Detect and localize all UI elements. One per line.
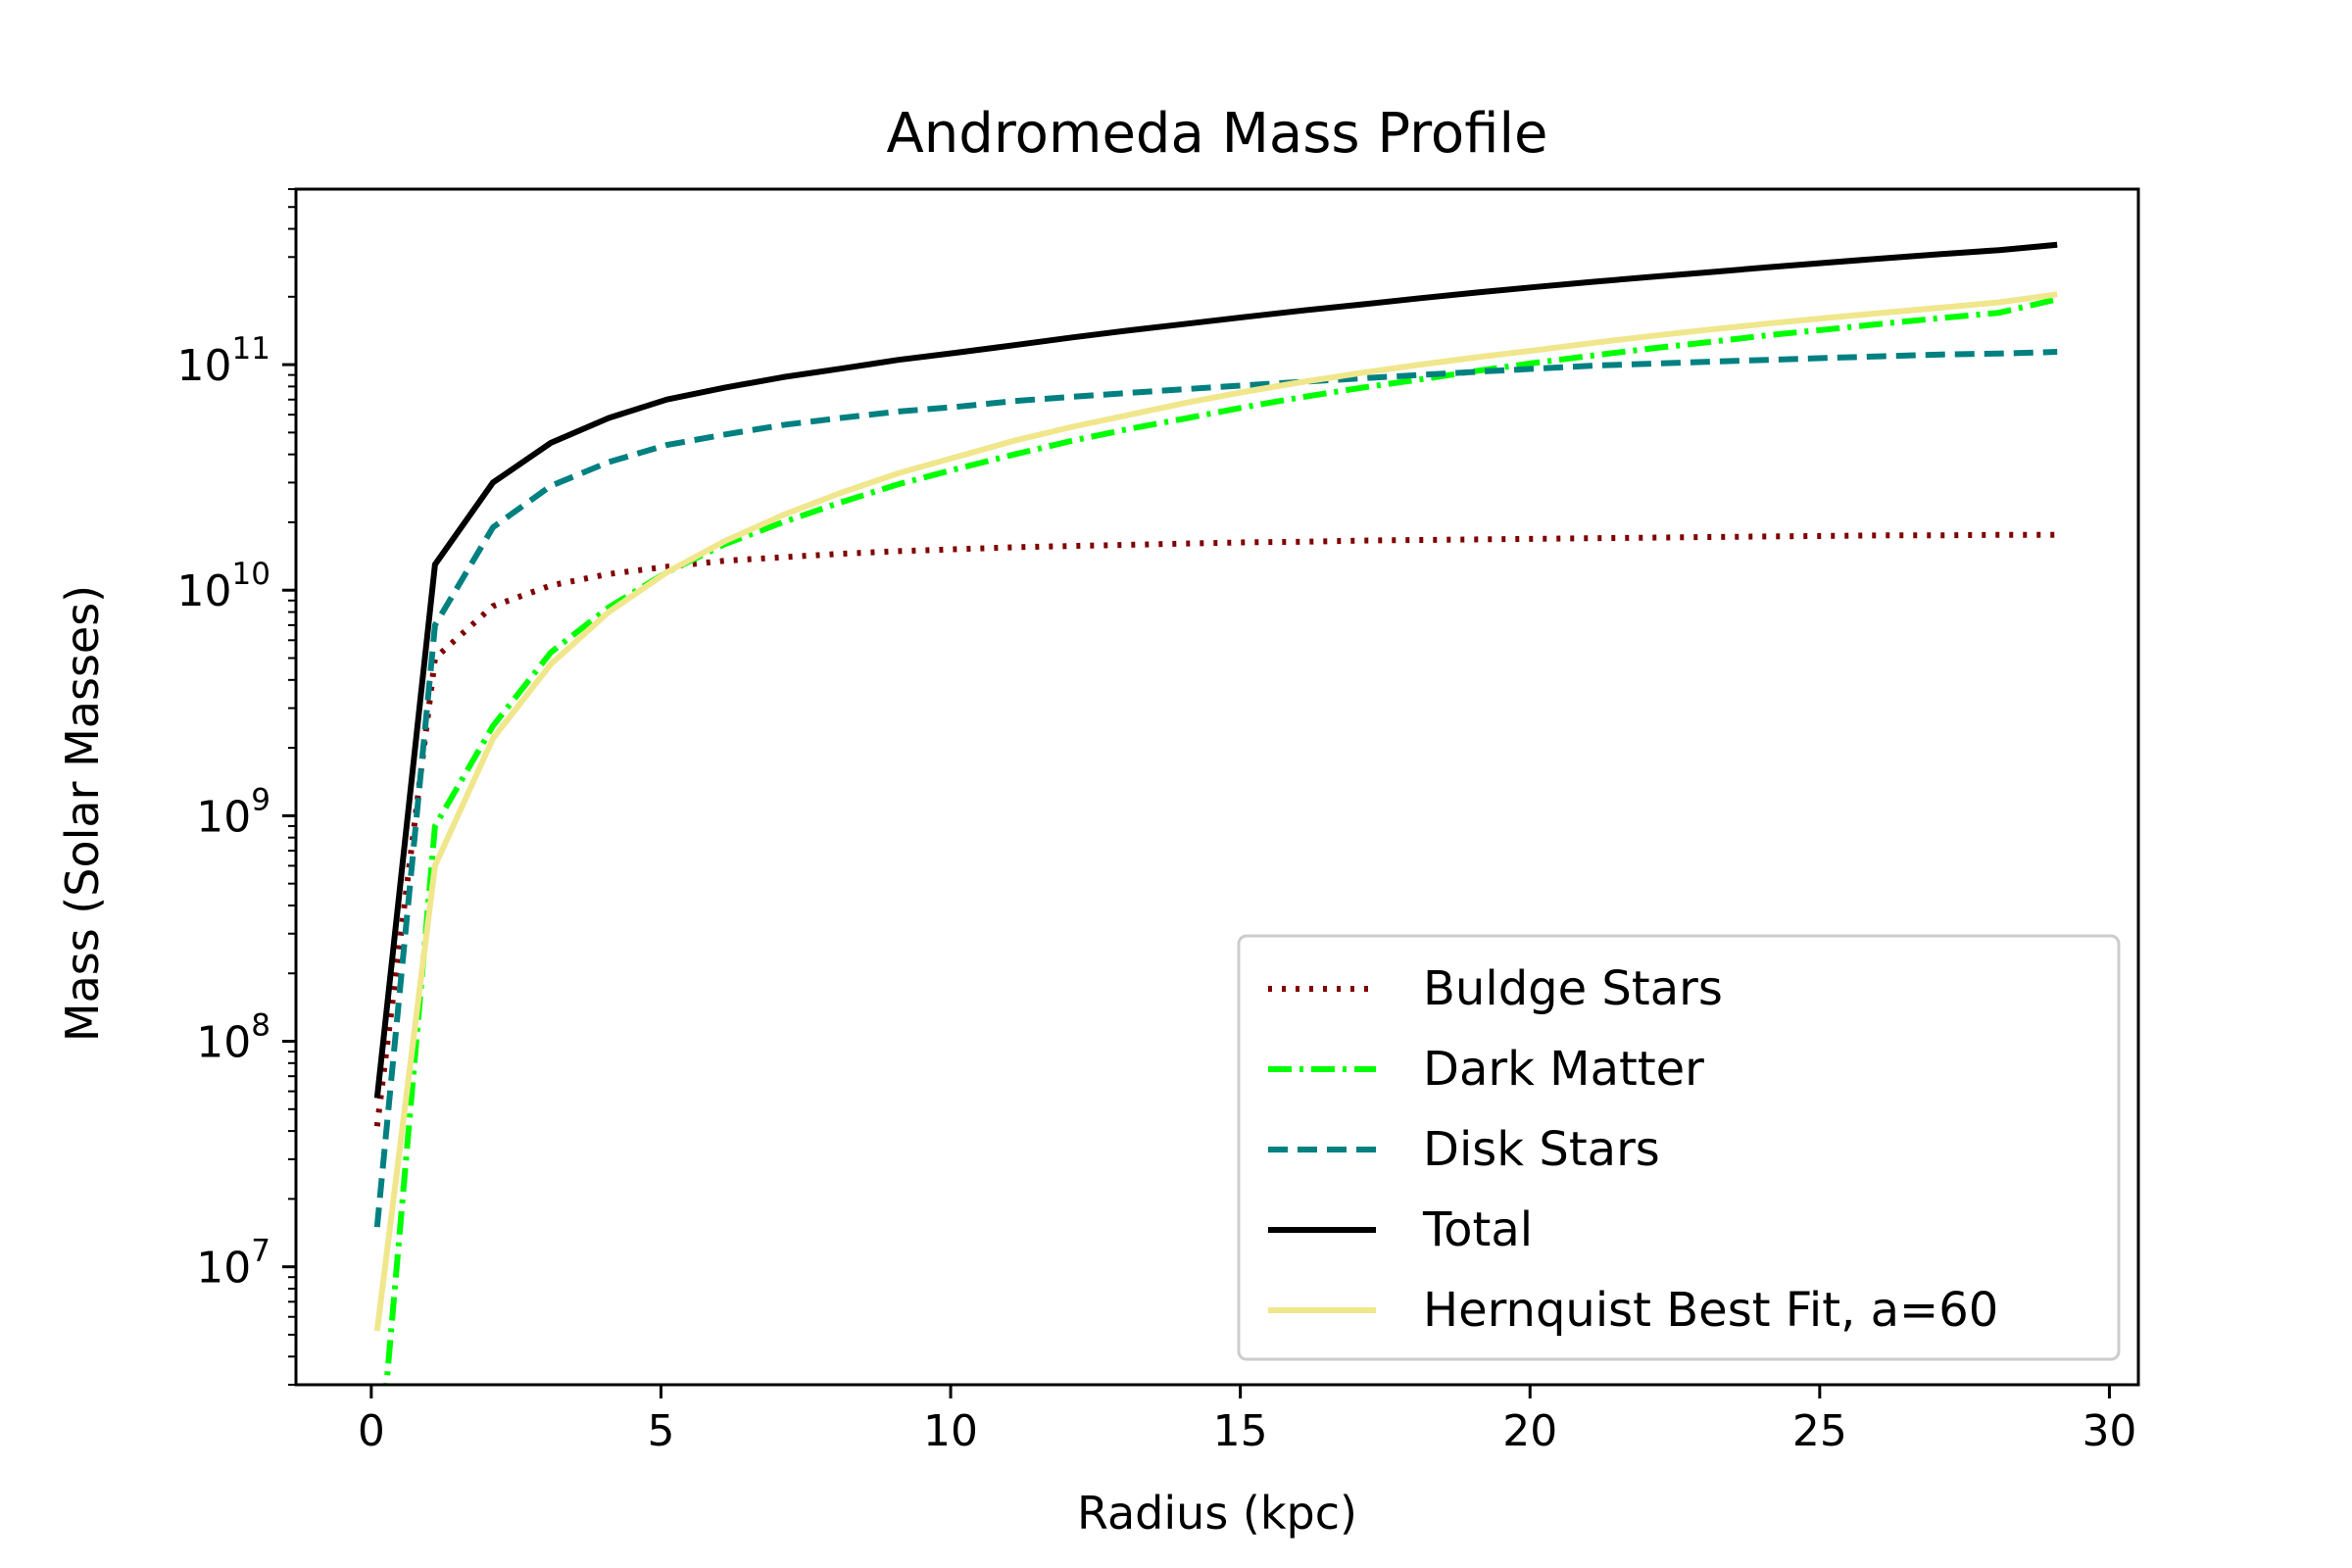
plot-frame	[294, 187, 2140, 1387]
x-tick-label: 25	[1792, 1406, 1847, 1456]
legend-box	[1237, 934, 2121, 1361]
x-tick-label: 10	[923, 1406, 978, 1456]
y-axis-ticks: 107 108 109 1010 1011	[177, 188, 296, 1386]
plot-area	[294, 187, 2140, 1387]
legend-label: Total	[1422, 1202, 1533, 1257]
x-tick-label: 30	[2082, 1406, 2136, 1456]
series-line-4	[373, 291, 2058, 1332]
legend-label: Dark Matter	[1423, 1042, 1704, 1097]
y-tick-label: 1010	[177, 557, 270, 616]
y-tick-label: 108	[196, 1008, 270, 1068]
y-tick-label: 107	[196, 1234, 270, 1294]
y-tick-label: 109	[196, 782, 270, 842]
series-lines	[373, 241, 2058, 1385]
x-tick-label: 20	[1502, 1406, 1557, 1456]
y-axis-label: Mass (Solar Masses)	[56, 585, 109, 1042]
series-line-3	[373, 241, 2058, 1099]
x-tick-label: 15	[1213, 1406, 1268, 1456]
series-line-0	[373, 531, 2058, 1127]
legend: Buldge Stars Dark Matter Disk Stars Total He…	[1237, 934, 2121, 1361]
x-tick-label: 5	[647, 1406, 674, 1456]
x-axis-label: Radius (kpc)	[1077, 1487, 1357, 1540]
x-tick-label: 0	[358, 1406, 385, 1456]
legend-label: Buldge Stars	[1423, 961, 1723, 1016]
legend-label: Hernquist Best Fit, a=60	[1423, 1283, 1998, 1338]
x-axis-ticks: 0 5 10 15 20 25 30	[358, 1385, 2136, 1456]
y-tick-label: 1011	[177, 331, 270, 391]
legend-label: Disk Stars	[1423, 1122, 1660, 1177]
chart-title: Andromeda Mass Profile	[887, 102, 1548, 166]
